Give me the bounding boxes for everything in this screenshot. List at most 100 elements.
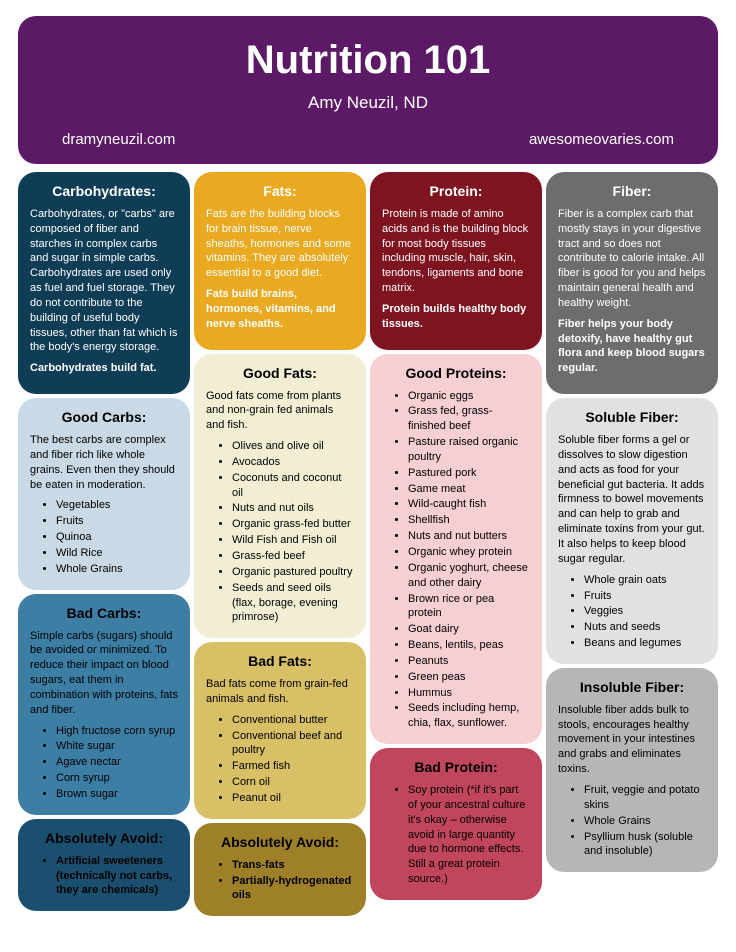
list-item: Pastured pork [408, 466, 530, 481]
list-item: Green peas [408, 670, 530, 685]
column: Protein: Protein is made of amino acids a… [370, 172, 542, 916]
card-list: Conventional butterConventional beef and… [206, 713, 354, 806]
list-item: Wild-caught fish [408, 497, 530, 512]
card-title: Fats: [206, 182, 354, 201]
info-card: Insoluble Fiber: Insoluble fiber adds bul… [546, 668, 718, 872]
list-item: Beans and legumes [584, 636, 706, 651]
card-text: Protein is made of amino acids and is th… [382, 207, 530, 296]
list-item: Grass fed, grass-finished beef [408, 404, 530, 434]
info-card: Good Carbs:The best carbs are complex an… [18, 398, 190, 589]
info-card: Carbohydrates:Carbohydrates, or "carbs" … [18, 172, 190, 394]
card-text: Fats build brains, hormones, vitamins, a… [206, 287, 354, 332]
info-card: Bad Protein: Soy protein (*if it's part o… [370, 748, 542, 900]
card-list: VegetablesFruitsQuinoaWild RiceWhole Gra… [30, 498, 178, 576]
card-list: Soy protein (*if it's part of your ances… [382, 783, 530, 887]
list-item: Shellfish [408, 513, 530, 528]
info-card: Good Fats:Good fats come from plants and… [194, 354, 366, 639]
list-item: Farmed fish [232, 759, 354, 774]
card-list: Artificial sweeteners (technically not c… [30, 854, 178, 899]
list-item: Organic eggs [408, 389, 530, 404]
card-list: Trans-fatsPartially-hydrogenated oils [206, 858, 354, 904]
list-item: Avocados [232, 455, 354, 470]
card-text: Fats are the building blocks for brain t… [206, 207, 354, 281]
list-item: Agave nectar [56, 755, 178, 770]
card-title: Soluble Fiber: [558, 408, 706, 427]
card-text: Insoluble fiber adds bulk to stools, enc… [558, 703, 706, 777]
column: Fiber: Fiber is a complex carb that mostl… [546, 172, 718, 916]
card-text: The best carbs are complex and fiber ric… [30, 433, 178, 492]
column: Carbohydrates:Carbohydrates, or "carbs" … [18, 172, 190, 916]
list-item: Seeds including hemp, chia, flax, sunflo… [408, 701, 530, 731]
card-text: Bad fats come from grain-fed animals and… [206, 677, 354, 707]
link-left: dramyneuzil.com [62, 131, 175, 148]
column: Fats: Fats are the building blocks for br… [194, 172, 366, 916]
card-title: Insoluble Fiber: [558, 678, 706, 697]
list-item: Quinoa [56, 530, 178, 545]
list-item: Wild Rice [56, 546, 178, 561]
list-item: Goat dairy [408, 622, 530, 637]
list-item: Nuts and nut oils [232, 501, 354, 516]
list-item: Partially-hydrogenated oils [232, 874, 354, 904]
list-item: Organic yoghurt, cheese and other dairy [408, 561, 530, 591]
info-card: Absolutely Avoid:Trans-fatsPartially-hyd… [194, 823, 366, 916]
list-item: Soy protein (*if it's part of your ances… [408, 783, 530, 887]
list-item: Brown rice or pea protein [408, 592, 530, 622]
card-text: Good fats come from plants and non-grain… [206, 389, 354, 434]
card-text: Fiber is a complex carb that mostly stay… [558, 207, 706, 311]
list-item: Grass-fed beef [232, 549, 354, 564]
header-links: dramyneuzil.com awesomeovaries.com [56, 131, 680, 148]
list-item: Fruits [584, 589, 706, 604]
list-item: Nuts and nut butters [408, 529, 530, 544]
card-title: Absolutely Avoid: [30, 829, 178, 848]
card-text: Protein builds healthy body tissues. [382, 302, 530, 332]
list-item: Coconuts and coconut oil [232, 471, 354, 501]
list-item: Nuts and seeds [584, 620, 706, 635]
card-title: Good Proteins: [382, 364, 530, 383]
list-item: Conventional beef and poultry [232, 729, 354, 759]
list-item: Organic grass-fed butter [232, 517, 354, 532]
info-card: Protein: Protein is made of amino acids a… [370, 172, 542, 350]
card-text: Soluble fiber forms a gel or dissolves t… [558, 433, 706, 567]
list-item: Peanut oil [232, 791, 354, 806]
list-item: High fructose corn syrup [56, 724, 178, 739]
card-title: Fiber: [558, 182, 706, 201]
info-card: Bad Carbs: Simple carbs (sugars) should b… [18, 594, 190, 815]
list-item: Whole Grains [584, 814, 706, 829]
card-text: Fiber helps your body detoxify, have hea… [558, 317, 706, 376]
link-right: awesomeovaries.com [529, 131, 674, 148]
card-title: Carbohydrates: [30, 182, 178, 201]
list-item: Trans-fats [232, 858, 354, 873]
card-list: Organic eggsGrass fed, grass-finished be… [382, 389, 530, 732]
card-list: Whole grain oatsFruitsVeggiesNuts and se… [558, 573, 706, 651]
list-item: Vegetables [56, 498, 178, 513]
list-item: Whole grain oats [584, 573, 706, 588]
list-item: Corn oil [232, 775, 354, 790]
header-banner: Nutrition 101 Amy Neuzil, ND dramyneuzil… [18, 16, 718, 164]
card-title: Bad Carbs: [30, 604, 178, 623]
list-item: Beans, lentils, peas [408, 638, 530, 653]
list-item: Game meat [408, 482, 530, 497]
list-item: Psyllium husk (soluble and insoluble) [584, 830, 706, 860]
list-item: Brown sugar [56, 787, 178, 802]
columns-container: Carbohydrates:Carbohydrates, or "carbs" … [18, 172, 718, 916]
list-item: Fruits [56, 514, 178, 529]
list-item: Whole Grains [56, 562, 178, 577]
card-text: Simple carbs (sugars) should be avoided … [30, 629, 178, 718]
list-item: Artificial sweeteners (technically not c… [56, 854, 178, 899]
list-item: Corn syrup [56, 771, 178, 786]
card-title: Protein: [382, 182, 530, 201]
author-name: Amy Neuzil, ND [56, 93, 680, 113]
card-title: Bad Protein: [382, 758, 530, 777]
list-item: White sugar [56, 739, 178, 754]
page-title: Nutrition 101 [56, 38, 680, 83]
card-list: High fructose corn syrupWhite sugarAgave… [30, 724, 178, 802]
list-item: Fruit, veggie and potato skins [584, 783, 706, 813]
list-item: Veggies [584, 604, 706, 619]
info-card: Fiber: Fiber is a complex carb that mostl… [546, 172, 718, 394]
card-list: Fruit, veggie and potato skinsWhole Grai… [558, 783, 706, 859]
info-card: Absolutely Avoid: Artificial sweeteners (… [18, 819, 190, 911]
info-card: Good Proteins: Organic eggsGrass fed, gra… [370, 354, 542, 744]
list-item: Hummus [408, 686, 530, 701]
info-card: Fats: Fats are the building blocks for br… [194, 172, 366, 350]
list-item: Olives and olive oil [232, 439, 354, 454]
